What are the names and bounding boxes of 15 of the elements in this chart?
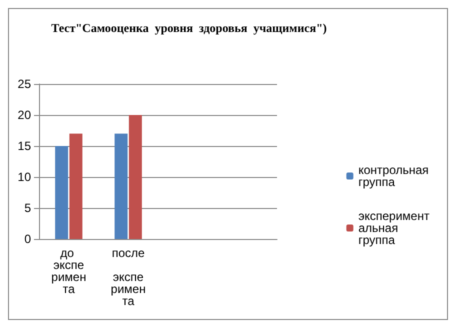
legend-label: экспериментальная группа xyxy=(358,209,430,247)
bar xyxy=(128,115,142,239)
chart-title: Тест"Самооценка уровня здоровья учащимися") xyxy=(51,21,327,35)
y-tick-label: 10 xyxy=(18,170,32,184)
bar xyxy=(114,134,128,239)
y-tick-label: 0 xyxy=(24,232,32,246)
bar xyxy=(69,134,82,239)
x-tick-label: после эксперимента xyxy=(110,246,146,308)
y-tick-label: 25 xyxy=(18,77,32,91)
x-tick-label: до эксперимента xyxy=(51,246,86,296)
y-tick-label: 15 xyxy=(18,139,32,153)
legend-label: контрольная группа xyxy=(358,163,432,189)
y-tick-label: 20 xyxy=(18,108,32,122)
y-tick-label: 5 xyxy=(24,201,32,215)
bar xyxy=(55,146,68,239)
